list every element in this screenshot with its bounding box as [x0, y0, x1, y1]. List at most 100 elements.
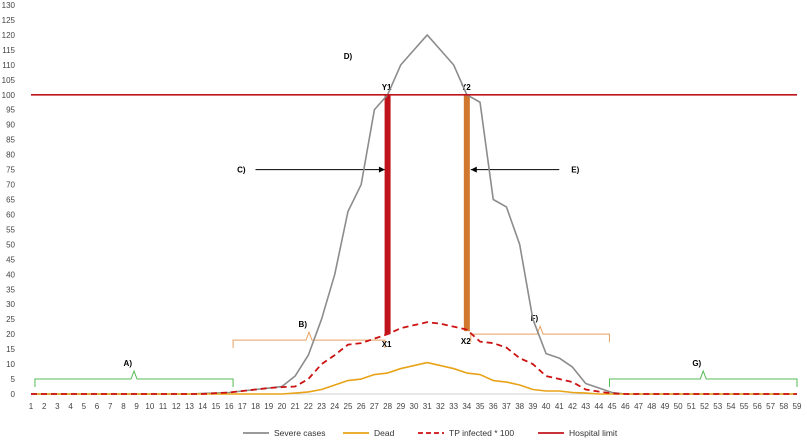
arrow-head: [470, 166, 477, 173]
bar-bottom-label: X2: [461, 337, 471, 346]
x-tick-label: 22: [304, 402, 313, 411]
y-tick-label: 105: [2, 76, 16, 85]
x-tick-label: 7: [108, 402, 113, 411]
annotation-brace: [34, 369, 234, 388]
x-tick-label: 11: [159, 402, 168, 411]
x-axis: 1 2 3 4 5 6 7 8 9 10 11 12 13 14 15 16 17 18 19 20 21 22 23 24 2…: [29, 393, 802, 411]
y-tick-label: 50: [6, 240, 15, 249]
x-tick-label: 36: [489, 402, 498, 411]
x-tick-label: 40: [542, 402, 551, 411]
y-tick-label: 0: [11, 390, 16, 399]
x-tick-label: 31: [423, 402, 432, 411]
legend: Severe cases Dead TP infected * 100 Hospita…: [243, 428, 618, 438]
x-tick-label: 52: [700, 402, 709, 411]
x-tick-label: 57: [766, 402, 775, 411]
x-tick-label: 29: [396, 402, 405, 411]
annotation-label: G): [692, 359, 701, 368]
y-tick-label: 5: [11, 375, 16, 384]
x-tick-label: 49: [660, 402, 669, 411]
series-layer: [31, 34, 797, 395]
annotation-label: E): [571, 166, 579, 175]
x-tick-label: 58: [779, 402, 788, 411]
x-tick-label: 5: [82, 402, 87, 411]
x-tick-label: 6: [95, 402, 100, 411]
annotation-label: D): [344, 52, 353, 61]
x-tick-label: 21: [291, 402, 300, 411]
y-tick-label: 85: [6, 136, 15, 145]
bar-bottom-label: X1: [382, 340, 392, 349]
x-tick-label: 54: [727, 402, 736, 411]
y-axis: 0 5 10 15 20 25 30 35 40 45 50 55 60 65 70 75 80 85 90 95 10…: [2, 1, 16, 399]
annotation-label: A): [124, 359, 133, 368]
x-tick-label: 42: [568, 402, 577, 411]
x-tick-label: 8: [121, 402, 126, 411]
series-line: [31, 34, 797, 395]
x-tick-label: 44: [594, 402, 603, 411]
x-tick-label: 34: [462, 402, 471, 411]
series-line: [31, 321, 797, 395]
y-tick-label: 100: [2, 91, 16, 100]
x-tick-label: 1: [29, 402, 34, 411]
y-tick-label: 75: [6, 166, 15, 175]
bars-layer: Y1 X1 Y2 X2: [382, 83, 472, 349]
y-tick-label: 25: [6, 315, 15, 324]
x-tick-label: 27: [370, 402, 379, 411]
x-tick-label: 59: [793, 402, 802, 411]
legend-label: TP infected * 100: [449, 428, 514, 438]
x-tick-label: 2: [42, 402, 47, 411]
series-line: [31, 361, 797, 395]
x-tick-label: 30: [410, 402, 419, 411]
x-tick-label: 43: [581, 402, 590, 411]
y-tick-label: 90: [6, 121, 15, 130]
y-tick-label: 70: [6, 181, 15, 190]
x-tick-label: 50: [674, 402, 683, 411]
x-tick-label: 25: [344, 402, 353, 411]
x-tick-label: 19: [264, 402, 273, 411]
x-tick-label: 53: [713, 402, 722, 411]
x-tick-label: 45: [608, 402, 617, 411]
annotation-label: C): [237, 166, 246, 175]
legend-label: Dead: [374, 428, 395, 438]
annotation-label: F): [531, 314, 539, 323]
x-tick-label: 46: [621, 402, 630, 411]
x-tick-label: 13: [185, 402, 194, 411]
x-tick-label: 26: [357, 402, 366, 411]
y-tick-label: 95: [6, 106, 15, 115]
x-tick-label: 9: [134, 402, 139, 411]
y-tick-label: 20: [6, 330, 15, 339]
y-tick-label: 120: [2, 31, 16, 40]
y-tick-label: 65: [6, 196, 15, 205]
y-tick-label: 40: [6, 270, 15, 279]
x-tick-label: 41: [555, 402, 564, 411]
x-tick-label: 15: [211, 402, 220, 411]
y-tick-label: 55: [6, 225, 15, 234]
x-tick-label: 37: [502, 402, 511, 411]
y-tick-label: 60: [6, 210, 15, 219]
vertical-bar: [463, 94, 470, 332]
x-tick-label: 20: [277, 402, 286, 411]
annotation-brace: [232, 330, 386, 349]
x-tick-label: 16: [225, 402, 234, 411]
x-tick-label: 23: [317, 402, 326, 411]
y-tick-label: 80: [6, 151, 15, 160]
y-tick-label: 10: [6, 360, 15, 369]
x-tick-label: 47: [634, 402, 643, 411]
annotations-layer: A) B) C) D) E) F) G): [34, 52, 798, 388]
x-tick-label: 51: [687, 402, 696, 411]
y-tick-label: 115: [2, 46, 15, 55]
bar-top-label: Y1: [382, 83, 392, 92]
y-tick-label: 30: [6, 300, 15, 309]
y-tick-label: 45: [6, 255, 15, 264]
legend-label: Severe cases: [274, 428, 326, 438]
x-tick-label: 35: [476, 402, 485, 411]
x-tick-label: 48: [647, 402, 656, 411]
arrow-head: [378, 166, 385, 173]
y-tick-label: 125: [2, 16, 16, 25]
legend-label: Hospital limit: [569, 428, 618, 438]
x-tick-label: 14: [198, 402, 207, 411]
vertical-bar: [384, 94, 391, 335]
x-tick-label: 17: [238, 402, 247, 411]
y-tick-label: 15: [6, 345, 15, 354]
x-tick-label: 56: [753, 402, 762, 411]
